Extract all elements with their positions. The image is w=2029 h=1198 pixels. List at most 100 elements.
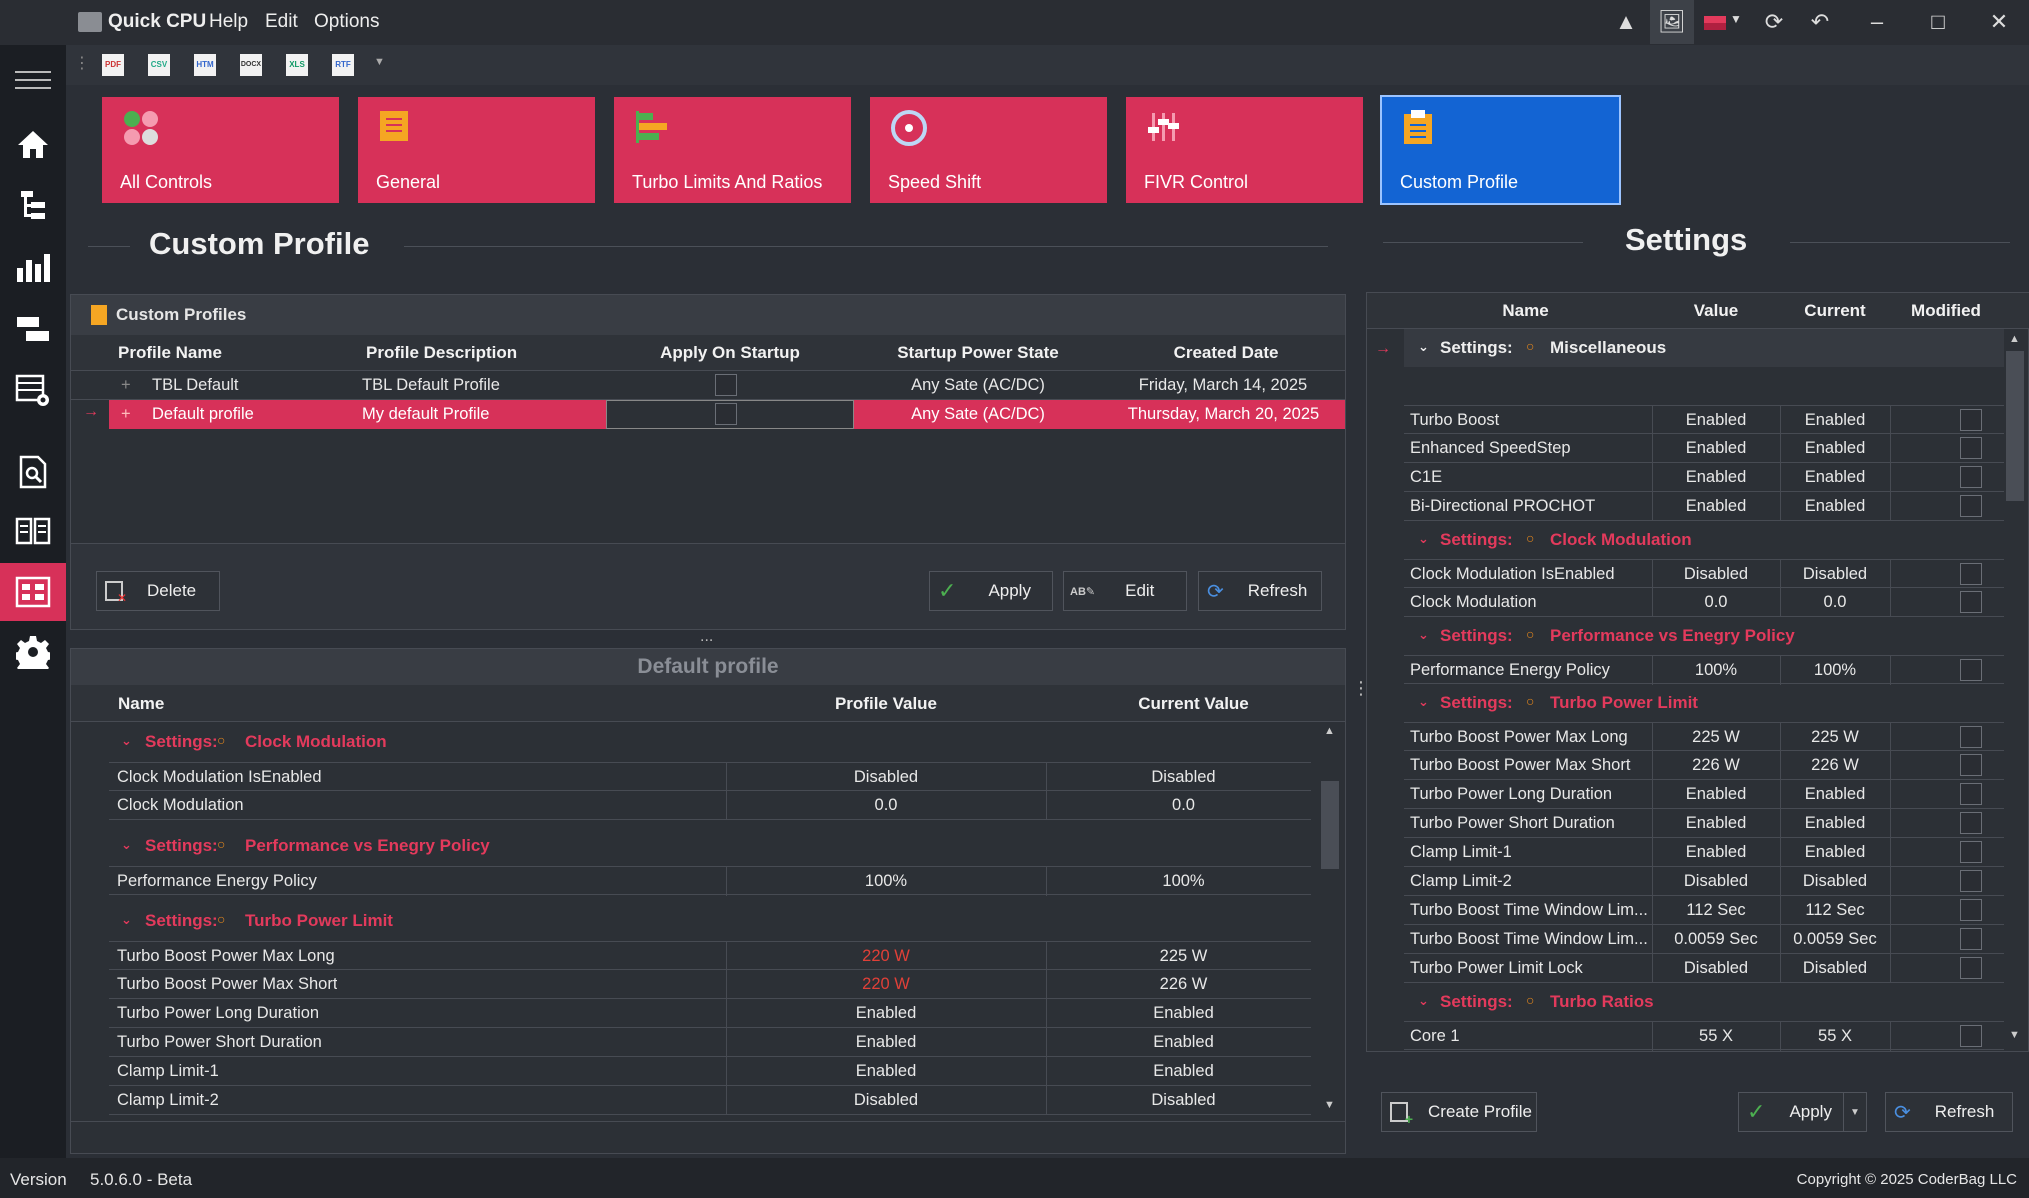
minimize-icon[interactable]: –	[1870, 9, 1884, 34]
refresh-settings-button[interactable]: ⟳ Refresh	[1885, 1092, 2013, 1132]
profile-value[interactable]: Enabled	[855, 1062, 917, 1080]
modified-checkbox[interactable]	[1960, 812, 1982, 834]
modified-checkbox[interactable]	[1960, 409, 1982, 431]
table-settings-icon[interactable]	[0, 362, 66, 420]
table-row[interactable]: Bi-Directional PROCHOT Enabled Enabled	[1404, 492, 2004, 521]
table-row[interactable]: Clamp Limit-2 Disabled Disabled	[109, 1086, 1311, 1115]
gantt-icon[interactable]	[0, 300, 66, 358]
home-icon[interactable]	[0, 115, 66, 173]
expand-icon[interactable]: +	[121, 405, 131, 423]
toolbar-overflow-icon[interactable]: ▼	[374, 56, 385, 68]
table-row[interactable]: Clock Modulation IsEnabled Disabled Disabl…	[1404, 559, 2004, 589]
setting-value[interactable]: Disabled	[1683, 565, 1749, 583]
modified-checkbox[interactable]	[1960, 928, 1982, 950]
table-row[interactable]: Clamp Limit-2 Disabled Disabled	[1404, 867, 2004, 896]
column-header[interactable]: Current	[1804, 301, 1866, 320]
document-search-icon[interactable]	[0, 443, 66, 501]
table-row[interactable]: Enhanced SpeedStep Enabled Enabled	[1404, 434, 2004, 463]
table-row[interactable]: Turbo Boost Enabled Enabled	[1404, 405, 2004, 435]
edit-button[interactable]: AB✎ Edit	[1063, 571, 1187, 611]
modified-checkbox[interactable]	[1960, 495, 1982, 517]
setting-value[interactable]: 112 Sec	[1686, 901, 1746, 919]
modified-checkbox[interactable]	[1960, 466, 1982, 488]
splitter-handle[interactable]: ...	[700, 628, 714, 645]
export-rtf-icon[interactable]: RTF	[332, 54, 354, 76]
profile-value[interactable]: Enabled	[855, 1004, 917, 1022]
modified-checkbox[interactable]	[1960, 726, 1982, 748]
chevron-down-icon[interactable]: ▼	[1730, 12, 1742, 26]
setting-value[interactable]: 0.0	[1704, 593, 1728, 611]
column-header[interactable]: Name	[1502, 301, 1549, 320]
table-row-selected[interactable]: + Default profile My default Profile Any…	[109, 400, 1345, 429]
maximize-icon[interactable]: □	[1931, 9, 1945, 34]
table-row[interactable]: Turbo Boost Power Max Long 220 W 225 W	[109, 941, 1311, 971]
setting-value[interactable]: Disabled	[1683, 872, 1749, 890]
scroll-thumb[interactable]	[1321, 781, 1339, 869]
table-row[interactable]: Performance Energy Policy 100% 100%	[109, 866, 1311, 896]
modified-checkbox[interactable]	[1960, 754, 1982, 776]
menu-help[interactable]: Help	[209, 11, 249, 32]
column-header[interactable]: Modified	[1911, 301, 1981, 320]
setting-value[interactable]: Disabled	[1683, 959, 1749, 977]
close-icon[interactable]: ✕	[1989, 9, 2009, 34]
table-row[interactable]: Turbo Boost Power Max Long 225 W 225 W	[1404, 722, 2004, 752]
setting-value[interactable]: 0.0059 Sec	[1674, 930, 1758, 948]
modified-checkbox[interactable]	[1960, 957, 1982, 979]
tile-speed-shift[interactable]: Speed Shift	[870, 97, 1107, 203]
export-html-icon[interactable]: HTM	[194, 54, 216, 76]
vertical-splitter-handle[interactable]: ⋮	[1352, 678, 1370, 698]
modified-checkbox[interactable]	[1960, 841, 1982, 863]
refresh-window-icon[interactable]: ⟳	[1764, 9, 1784, 34]
modified-checkbox[interactable]	[1960, 437, 1982, 459]
column-header[interactable]: Profile Name	[118, 343, 222, 362]
modified-checkbox[interactable]	[1960, 659, 1982, 681]
group-header[interactable]: ⌄ Settings: ○ Miscellaneous	[1404, 329, 2004, 367]
setting-value[interactable]: Enabled	[1685, 411, 1747, 429]
delete-button[interactable]: ✕ Delete	[96, 571, 220, 611]
apply-button[interactable]: ✓ Apply	[929, 571, 1053, 611]
group-header[interactable]: ⌄ Settings: ○ Clock Modulation	[109, 723, 1311, 761]
setting-value[interactable]: 225 W	[1692, 728, 1740, 746]
table-row[interactable]: Turbo Boost Time Window Lim... 0.0059 Sec…	[1404, 925, 2004, 954]
setting-value[interactable]: 100%	[1694, 661, 1738, 679]
group-header[interactable]: ⌄ Settings: ○ Turbo Power Limit	[1404, 684, 2004, 722]
group-header[interactable]: ⌄ Settings: ○ Turbo Power Limit	[109, 902, 1311, 940]
screenshot-icon[interactable]: 🖼	[1650, 0, 1694, 44]
scroll-up-icon[interactable]: ▲	[2009, 333, 2020, 345]
column-header[interactable]: Profile Value	[834, 694, 938, 713]
export-xls-icon[interactable]: XLS	[286, 54, 308, 76]
column-header[interactable]: Name	[118, 694, 165, 713]
table-row[interactable]: C1E Enabled Enabled	[1404, 463, 2004, 492]
column-header[interactable]: Current Value	[1138, 694, 1249, 713]
setting-value[interactable]: Enabled	[1685, 785, 1747, 803]
tree-structure-icon[interactable]	[0, 176, 66, 234]
tile-custom-profile[interactable]: Custom Profile	[1380, 95, 1621, 205]
profile-value[interactable]: Disabled	[853, 1091, 919, 1109]
setting-value[interactable]: 226 W	[1692, 756, 1740, 774]
column-header[interactable]: Value	[1693, 301, 1739, 320]
modified-checkbox[interactable]	[1960, 870, 1982, 892]
hamburger-menu-icon[interactable]	[0, 57, 66, 103]
profile-value[interactable]: 0.0	[874, 796, 898, 814]
table-row[interactable]: Clamp Limit-1 Enabled Enabled	[109, 1057, 1311, 1086]
group-header[interactable]: ⌄ Settings: ○ Turbo Ratios	[1404, 983, 2004, 1021]
setting-value[interactable]: Enabled	[1685, 468, 1747, 486]
tile-fivr-control[interactable]: FIVR Control	[1126, 97, 1363, 203]
gear-icon[interactable]	[0, 623, 66, 681]
refresh-button[interactable]: ⟳ Refresh	[1198, 571, 1322, 611]
menu-options[interactable]: Options	[314, 11, 380, 32]
export-docx-icon[interactable]: DOCX	[240, 54, 262, 76]
table-row[interactable]: Clock Modulation 0.0 0.0	[1404, 588, 2004, 617]
modified-checkbox[interactable]	[1960, 591, 1982, 613]
warning-icon[interactable]: ▲	[1615, 9, 1637, 34]
table-row[interactable]: + TBL Default TBL Default Profile Any Sa…	[71, 371, 1345, 400]
profile-value[interactable]: Enabled	[855, 1033, 917, 1051]
table-row[interactable]: Turbo Boost Time Window Lim... 112 Sec 112…	[1404, 896, 2004, 925]
profile-value-modified[interactable]: 220 W	[862, 975, 910, 993]
setting-value[interactable]: Enabled	[1685, 814, 1747, 832]
modified-checkbox[interactable]	[1960, 563, 1982, 585]
tile-turbo-limits[interactable]: Turbo Limits And Ratios	[614, 97, 851, 203]
setting-value[interactable]: Enabled	[1685, 497, 1747, 515]
table-row[interactable]: Turbo Power Short Duration Enabled Enabled	[1404, 809, 2004, 838]
table-row[interactable]: Clamp Limit-1 Enabled Enabled	[1404, 838, 2004, 867]
